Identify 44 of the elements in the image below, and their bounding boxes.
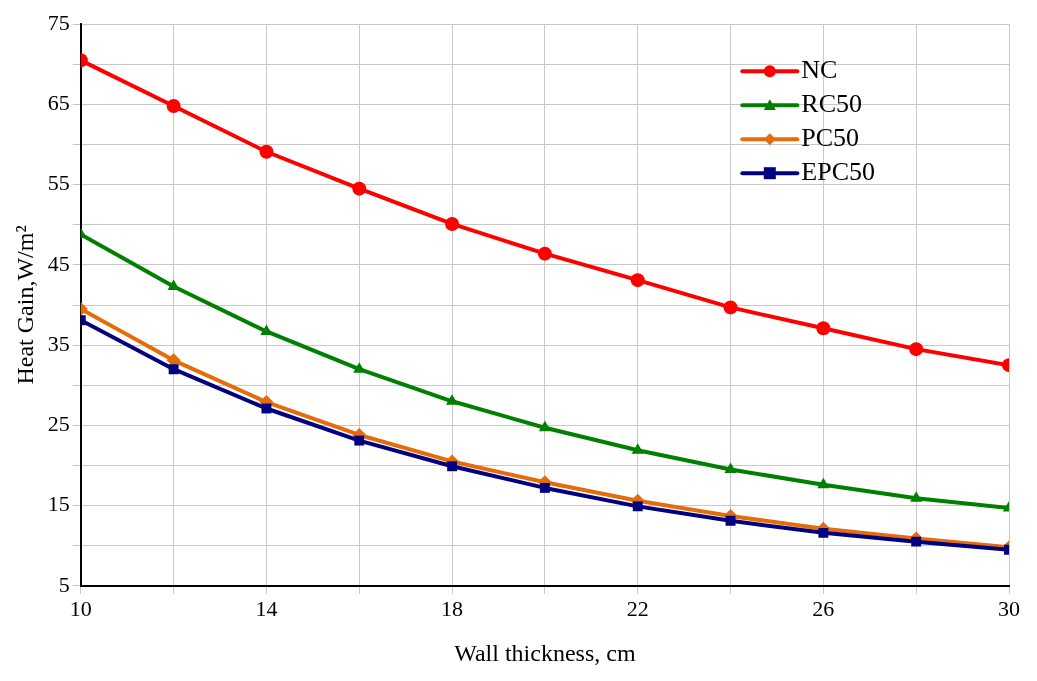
- point: [446, 394, 459, 405]
- legend-label: RC50: [801, 89, 862, 119]
- point: [816, 321, 831, 336]
- x-tick-label: 10: [69, 595, 92, 621]
- y-tick-label: 5: [58, 571, 70, 597]
- point: [354, 435, 365, 446]
- point: [724, 462, 737, 473]
- point: [538, 420, 551, 432]
- legend-label: NC: [801, 55, 838, 85]
- point: [632, 501, 643, 512]
- point: [911, 536, 922, 547]
- y-tick-label: 65: [47, 90, 70, 116]
- point: [910, 491, 923, 502]
- point: [539, 482, 550, 493]
- point: [259, 144, 274, 159]
- point: [630, 273, 645, 288]
- point: [537, 246, 552, 261]
- legend-label: PC50: [801, 123, 860, 153]
- y-axis-title: Heat Gain,W/m²: [11, 225, 38, 385]
- point: [261, 403, 272, 414]
- y-tick-label: 75: [47, 9, 70, 35]
- point: [447, 461, 458, 472]
- point: [352, 181, 367, 196]
- x-tick-label: 22: [626, 595, 649, 621]
- point: [723, 300, 738, 315]
- y-tick-label: 25: [47, 411, 70, 437]
- x-axis-title: Wall thickness, cm: [454, 639, 636, 666]
- point: [166, 99, 181, 114]
- point: [818, 527, 829, 538]
- point: [817, 477, 830, 489]
- point: [168, 364, 179, 375]
- y-tick-label: 45: [47, 250, 70, 276]
- x-tick-label: 26: [812, 595, 835, 621]
- x-tick-label: 30: [998, 595, 1020, 621]
- x-tick-label: 14: [255, 595, 278, 621]
- y-tick-label: 35: [47, 330, 70, 356]
- point: [725, 515, 736, 526]
- point: [631, 443, 644, 454]
- point: [909, 342, 924, 357]
- legend-label: EPC50: [801, 157, 875, 187]
- y-tick-label: 15: [47, 491, 70, 517]
- y-tick-label: 55: [47, 170, 70, 196]
- point: [445, 216, 460, 231]
- x-tick-label: 18: [441, 595, 464, 621]
